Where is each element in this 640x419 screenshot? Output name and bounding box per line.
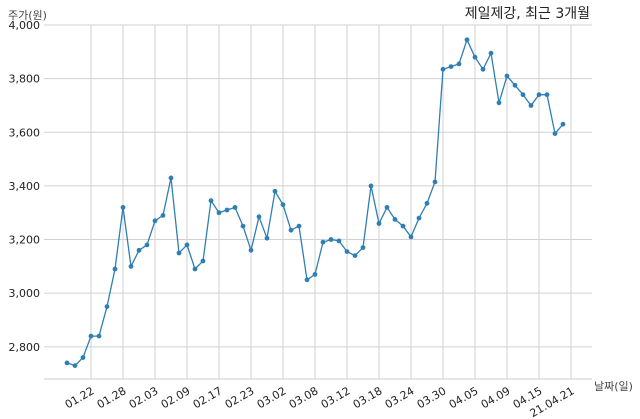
- data-point: [456, 61, 462, 67]
- data-point: [448, 64, 454, 69]
- data-point: [256, 214, 262, 220]
- x-axis-label: 날짜(일): [594, 379, 633, 393]
- y-axis-label: 주가(원): [8, 9, 47, 22]
- data-point: [360, 245, 366, 251]
- data-point: [112, 266, 118, 272]
- data-point: [288, 227, 294, 233]
- chart-title: 제일제강, 최근 3개월: [465, 6, 590, 22]
- x-tick-label: 04.09: [479, 384, 513, 411]
- x-tick-label: 03.24: [383, 384, 417, 411]
- data-point: [168, 175, 174, 181]
- data-point: [208, 198, 214, 204]
- data-point: [496, 100, 502, 106]
- y-tick-label: 3,600: [9, 126, 41, 139]
- x-tick-label: 02.03: [127, 384, 161, 411]
- y-tick-labels: 2,800 3,000 3,200 3,400 3,600 3,800 4,000: [9, 19, 41, 354]
- data-point: [304, 277, 310, 283]
- data-point: [144, 242, 150, 248]
- data-point: [160, 213, 166, 218]
- data-point: [480, 66, 486, 72]
- data-point: [344, 249, 350, 255]
- data-point: [320, 239, 326, 245]
- x-tick-label: 02.23: [223, 384, 257, 411]
- x-tick-label: 02.09: [159, 384, 193, 411]
- data-point: [120, 205, 126, 210]
- data-point: [488, 50, 494, 56]
- data-point: [296, 223, 302, 229]
- data-point: [312, 272, 318, 277]
- y-tick-label: 3,800: [9, 73, 41, 86]
- x-tick-label: 01.28: [95, 384, 129, 411]
- data-point: [104, 304, 110, 309]
- x-tick-labels: 01.2201.2802.0302.0902.1702.2303.0203.08…: [63, 384, 577, 419]
- data-point: [216, 210, 222, 216]
- data-point: [504, 73, 510, 79]
- data-point: [88, 333, 94, 339]
- data-point: [512, 82, 518, 88]
- data-point: [192, 266, 198, 272]
- data-point: [472, 54, 478, 60]
- data-point: [400, 223, 406, 229]
- data-point: [384, 205, 390, 210]
- data-point: [520, 92, 526, 98]
- data-point: [176, 250, 182, 256]
- data-point: [336, 238, 342, 244]
- data-point: [328, 237, 334, 242]
- data-point: [376, 221, 382, 226]
- y-tick-label: 3,200: [9, 234, 41, 247]
- data-point: [264, 235, 270, 241]
- x-tick-label: 03.02: [255, 384, 289, 411]
- data-point: [352, 253, 358, 258]
- data-point: [200, 258, 206, 264]
- data-point: [408, 234, 414, 240]
- data-point: [224, 207, 230, 213]
- data-point: [528, 103, 534, 108]
- x-tick-label: 02.17: [191, 384, 225, 411]
- y-tick-label: 2,800: [9, 341, 41, 354]
- data-point: [552, 131, 558, 137]
- x-tick-label: 03.30: [415, 384, 449, 411]
- x-tick-label: 03.12: [319, 384, 353, 411]
- data-point: [536, 92, 542, 98]
- data-point: [128, 264, 134, 269]
- data-point: [544, 92, 550, 98]
- x-tick-label: 01.22: [63, 384, 97, 411]
- data-point: [240, 223, 246, 229]
- data-point: [64, 360, 70, 366]
- x-tick-label: 03.08: [287, 384, 321, 411]
- data-point: [416, 215, 422, 221]
- data-point: [232, 205, 238, 210]
- data-point: [424, 200, 430, 206]
- x-tick-label: 03.18: [351, 384, 385, 411]
- data-point: [136, 247, 142, 253]
- data-point: [184, 242, 190, 248]
- data-point: [560, 121, 566, 127]
- data-point: [80, 355, 86, 360]
- data-point: [464, 37, 470, 43]
- data-point: [248, 247, 254, 253]
- data-point: [392, 217, 398, 222]
- data-point: [96, 333, 102, 339]
- data-point: [368, 183, 374, 189]
- data-point: [440, 66, 446, 72]
- grid: [44, 24, 592, 380]
- y-tick-label: 4,000: [9, 19, 41, 32]
- data-point: [72, 363, 78, 368]
- y-tick-label: 3,400: [9, 180, 41, 193]
- x-tick-label: 04.05: [447, 384, 481, 411]
- data-point: [280, 202, 286, 208]
- data-points: [64, 37, 566, 368]
- data-point: [272, 188, 278, 194]
- data-point: [432, 179, 438, 185]
- data-point: [152, 218, 158, 224]
- y-tick-label: 3,000: [9, 287, 41, 300]
